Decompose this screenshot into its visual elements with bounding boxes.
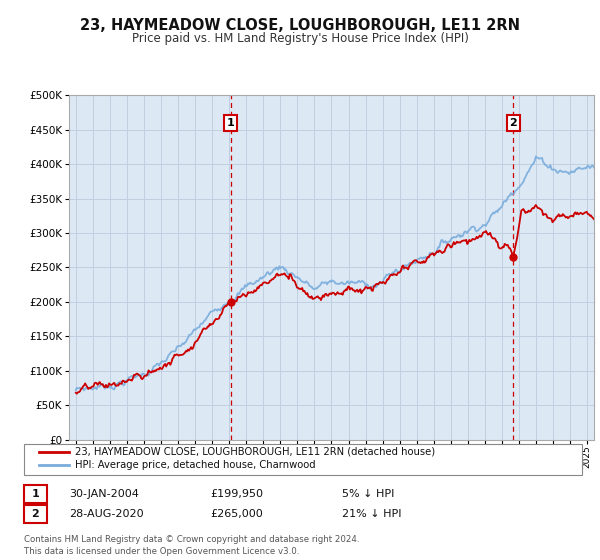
Text: 1: 1 [32,489,39,499]
Text: 2: 2 [32,509,39,519]
Text: 30-JAN-2004: 30-JAN-2004 [69,489,139,499]
Text: £265,000: £265,000 [210,509,263,519]
Text: HPI: Average price, detached house, Charnwood: HPI: Average price, detached house, Char… [75,460,316,470]
Text: £199,950: £199,950 [210,489,263,499]
Text: 23, HAYMEADOW CLOSE, LOUGHBOROUGH, LE11 2RN: 23, HAYMEADOW CLOSE, LOUGHBOROUGH, LE11 … [80,18,520,33]
Text: Price paid vs. HM Land Registry's House Price Index (HPI): Price paid vs. HM Land Registry's House … [131,32,469,45]
Text: 28-AUG-2020: 28-AUG-2020 [69,509,143,519]
Text: 23, HAYMEADOW CLOSE, LOUGHBOROUGH, LE11 2RN (detached house): 23, HAYMEADOW CLOSE, LOUGHBOROUGH, LE11 … [75,447,435,457]
Text: Contains HM Land Registry data © Crown copyright and database right 2024.
This d: Contains HM Land Registry data © Crown c… [24,535,359,556]
Text: 2: 2 [509,118,517,128]
Text: 1: 1 [227,118,235,128]
Text: 5% ↓ HPI: 5% ↓ HPI [342,489,394,499]
Text: 21% ↓ HPI: 21% ↓ HPI [342,509,401,519]
